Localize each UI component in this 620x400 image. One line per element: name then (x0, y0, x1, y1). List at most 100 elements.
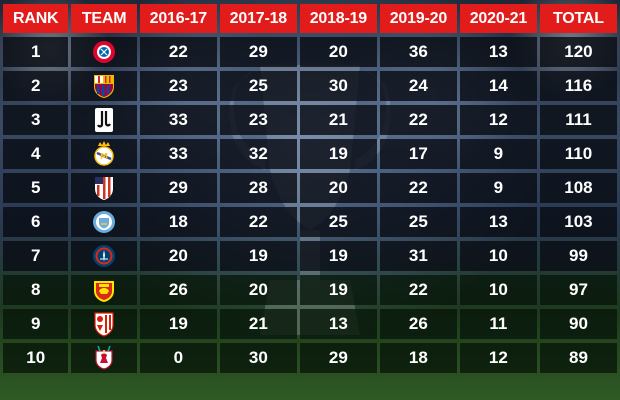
table-row: 5 29 28 20 22 9 108 (3, 173, 617, 203)
bayern-munich-crest-icon (92, 39, 116, 65)
total-cell: 89 (539, 343, 617, 373)
rank-cell: 3 (3, 105, 69, 135)
rank-cell: 1 (3, 37, 69, 67)
season-2016-17-cell: 23 (139, 71, 217, 101)
season-2017-18-cell: 25 (219, 71, 297, 101)
table-row: 7 20 19 19 31 10 99 (3, 241, 617, 271)
team-cell (71, 309, 137, 339)
ucl-points-table: RANK TEAM 2016-17 2017-18 2018-19 2019-2… (3, 4, 617, 373)
team-cell (71, 275, 137, 305)
season-2017-18-cell: 19 (219, 241, 297, 271)
season-2019-20-cell: 22 (379, 275, 457, 305)
season-2018-19-cell: 30 (299, 71, 377, 101)
header-2017-18: 2017-18 (219, 4, 297, 33)
season-2018-19-cell: 13 (299, 309, 377, 339)
header-2018-19: 2018-19 (299, 4, 377, 33)
season-2019-20-cell: 17 (379, 139, 457, 169)
season-2020-21-cell: 9 (459, 173, 537, 203)
season-2020-21-cell: 9 (459, 139, 537, 169)
season-2019-20-cell: 18 (379, 343, 457, 373)
manchester-city-crest-icon (92, 209, 116, 235)
season-2020-21-cell: 12 (459, 343, 537, 373)
season-2016-17-cell: 26 (139, 275, 217, 305)
season-2018-19-cell: 25 (299, 207, 377, 237)
season-2016-17-cell: 0 (139, 343, 217, 373)
total-cell: 99 (539, 241, 617, 271)
season-2017-18-cell: 20 (219, 275, 297, 305)
season-2019-20-cell: 24 (379, 71, 457, 101)
season-2018-19-cell: 20 (299, 37, 377, 67)
atletico-madrid-crest-icon (92, 175, 116, 201)
rank-cell: 8 (3, 275, 69, 305)
season-2020-21-cell: 13 (459, 207, 537, 237)
rank-cell: 9 (3, 309, 69, 339)
total-cell: 116 (539, 71, 617, 101)
team-cell (71, 105, 137, 135)
rank-cell: 5 (3, 173, 69, 203)
season-2020-21-cell: 11 (459, 309, 537, 339)
header-2020-21: 2020-21 (459, 4, 537, 33)
table-row: 9 19 21 13 26 11 90 (3, 309, 617, 339)
total-cell: 108 (539, 173, 617, 203)
team-cell (71, 207, 137, 237)
header-team: TEAM (71, 4, 137, 33)
season-2020-21-cell: 12 (459, 105, 537, 135)
season-2019-20-cell: 26 (379, 309, 457, 339)
season-2018-19-cell: 19 (299, 275, 377, 305)
rank-cell: 2 (3, 71, 69, 101)
rank-cell: 6 (3, 207, 69, 237)
season-2018-19-cell: 19 (299, 241, 377, 271)
team-cell (71, 173, 137, 203)
juventus-crest-icon (92, 107, 116, 133)
header-2019-20: 2019-20 (379, 4, 457, 33)
team-cell (71, 71, 137, 101)
team-cell (71, 241, 137, 271)
table-row: 6 18 22 25 25 13 103 (3, 207, 617, 237)
rank-cell: 10 (3, 343, 69, 373)
table-row: 1 22 29 20 36 13 120 (3, 37, 617, 67)
season-2019-20-cell: 36 (379, 37, 457, 67)
season-2016-17-cell: 20 (139, 241, 217, 271)
season-2017-18-cell: 22 (219, 207, 297, 237)
table-row: 4 M 33 32 19 17 9 110 (3, 139, 617, 169)
header-2016-17: 2016-17 (139, 4, 217, 33)
season-2017-18-cell: 30 (219, 343, 297, 373)
table-row: 10 0 30 29 18 12 89 (3, 343, 617, 373)
barcelona-crest-icon (92, 73, 116, 99)
liverpool-crest-icon (92, 345, 116, 371)
sevilla-crest-icon (92, 311, 116, 337)
season-2018-19-cell: 20 (299, 173, 377, 203)
team-cell: M (71, 139, 137, 169)
season-2016-17-cell: 29 (139, 173, 217, 203)
header-rank: RANK (3, 4, 69, 33)
team-cell (71, 343, 137, 373)
season-2016-17-cell: 18 (139, 207, 217, 237)
season-2017-18-cell: 32 (219, 139, 297, 169)
table-row: 2 23 25 30 24 14 116 (3, 71, 617, 101)
total-cell: 111 (539, 105, 617, 135)
season-2016-17-cell: 33 (139, 105, 217, 135)
total-cell: 97 (539, 275, 617, 305)
season-2017-18-cell: 23 (219, 105, 297, 135)
total-cell: 120 (539, 37, 617, 67)
manchester-united-crest-icon (92, 277, 116, 303)
season-2020-21-cell: 10 (459, 241, 537, 271)
season-2018-19-cell: 21 (299, 105, 377, 135)
season-2019-20-cell: 25 (379, 207, 457, 237)
season-2020-21-cell: 10 (459, 275, 537, 305)
team-cell (71, 37, 137, 67)
season-2016-17-cell: 33 (139, 139, 217, 169)
season-2017-18-cell: 28 (219, 173, 297, 203)
season-2016-17-cell: 19 (139, 309, 217, 339)
table-row: 8 26 20 19 22 10 97 (3, 275, 617, 305)
total-cell: 90 (539, 309, 617, 339)
total-cell: 110 (539, 139, 617, 169)
psg-crest-icon (92, 243, 116, 269)
season-2020-21-cell: 14 (459, 71, 537, 101)
season-2019-20-cell: 31 (379, 241, 457, 271)
header-total: TOTAL (539, 4, 617, 33)
svg-text:M: M (100, 152, 108, 161)
header-row: RANK TEAM 2016-17 2017-18 2018-19 2019-2… (3, 4, 617, 33)
season-2018-19-cell: 29 (299, 343, 377, 373)
